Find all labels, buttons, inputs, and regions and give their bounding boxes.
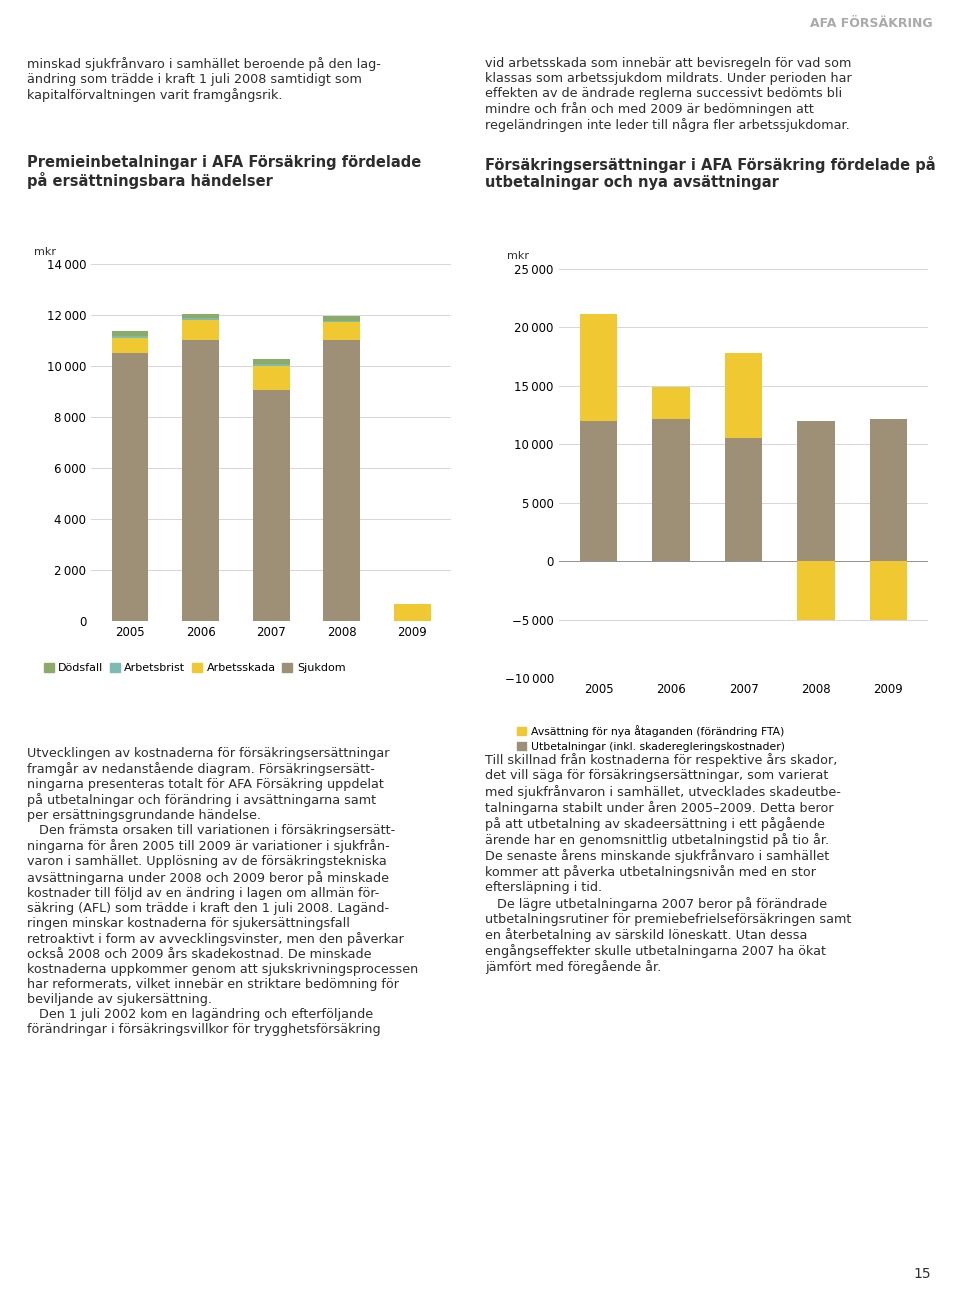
Bar (870, 418, 907, 561)
Bar (111, 331, 149, 336)
Bar (182, 320, 219, 340)
Text: 15: 15 (914, 1268, 931, 1281)
Legend: Avsättning för nya åtaganden (förändring FTA), Utbetalningar (inkl. skaderegleri: Avsättning för nya åtaganden (förändring… (513, 721, 789, 756)
Bar (394, 604, 431, 621)
Bar (182, 318, 219, 320)
Legend: Dödsfall, Arbetsbrist, Arbetsskada, Sjukdom: Dödsfall, Arbetsbrist, Arbetsskada, Sjuk… (39, 659, 350, 678)
Text: mkr: mkr (507, 251, 529, 261)
Bar (111, 336, 149, 338)
Bar (725, 353, 762, 439)
Bar (252, 390, 290, 621)
Bar (324, 321, 360, 322)
Bar (324, 340, 360, 621)
Bar (870, 561, 907, 620)
Bar (324, 322, 360, 340)
Bar (797, 421, 835, 561)
Bar (652, 387, 690, 418)
Text: Till skillnad från kostnaderna för respektive års skador,
det vill säga för förs: Till skillnad från kostnaderna för respe… (485, 753, 852, 974)
Bar (252, 359, 290, 364)
Bar (797, 561, 835, 620)
Text: minskad sjukfrånvaro i samhället beroende på den lag-
ändring som trädde i kraft: minskad sjukfrånvaro i samhället beroend… (27, 57, 381, 103)
Bar (252, 366, 290, 390)
Text: mkr: mkr (34, 247, 56, 257)
Bar (252, 364, 290, 366)
Text: Utvecklingen av kostnaderna för försäkringsersättningar
framgår av nedanstående : Utvecklingen av kostnaderna för försäkri… (27, 747, 419, 1035)
Bar (652, 418, 690, 561)
Bar (324, 316, 360, 321)
Bar (182, 340, 219, 621)
Text: AFA FÖRSÄKRING: AFA FÖRSÄKRING (810, 17, 933, 30)
Bar (182, 314, 219, 318)
Bar (111, 338, 149, 353)
Bar (580, 314, 617, 421)
Text: Premieinbetalningar i AFA Försäkring fördelade
på ersättningsbara händelser: Premieinbetalningar i AFA Försäkring för… (27, 155, 421, 190)
Bar (111, 353, 149, 621)
Text: vid arbetsskada som innebär att bevisregeln för vad som
klassas som arbetssjukdo: vid arbetsskada som innebär att bevisreg… (485, 57, 852, 132)
Text: Försäkringsersättningar i AFA Försäkring fördelade på
utbetalningar och nya avsä: Försäkringsersättningar i AFA Försäkring… (485, 156, 935, 190)
Bar (725, 439, 762, 561)
Bar (580, 421, 617, 561)
